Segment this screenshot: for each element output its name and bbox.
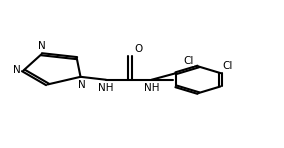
- Text: Cl: Cl: [184, 56, 194, 66]
- Text: N: N: [13, 66, 21, 75]
- Text: NH: NH: [144, 83, 159, 94]
- Text: O: O: [134, 44, 142, 54]
- Text: N: N: [37, 41, 45, 51]
- Text: Cl: Cl: [222, 61, 232, 71]
- Text: N: N: [78, 80, 86, 90]
- Text: NH: NH: [98, 83, 114, 94]
